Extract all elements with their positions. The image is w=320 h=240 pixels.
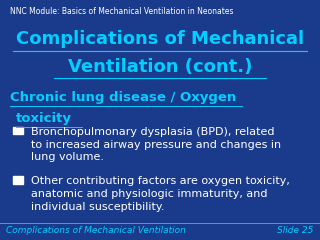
FancyBboxPatch shape: [13, 127, 23, 134]
Text: Other contributing factors are oxygen toxicity,
anatomic and physiologic immatur: Other contributing factors are oxygen to…: [31, 176, 290, 211]
Text: Bronchopulmonary dysplasia (BPD), related
to increased airway pressure and chang: Bronchopulmonary dysplasia (BPD), relate…: [31, 127, 282, 162]
Text: Ventilation (cont.): Ventilation (cont.): [68, 58, 252, 76]
FancyBboxPatch shape: [13, 176, 23, 184]
Text: toxicity: toxicity: [16, 112, 72, 125]
Text: Complications of Mechanical: Complications of Mechanical: [16, 30, 304, 48]
Text: NNC Module: Basics of Mechanical Ventilation in Neonates: NNC Module: Basics of Mechanical Ventila…: [10, 7, 233, 16]
Text: Complications of Mechanical Ventilation: Complications of Mechanical Ventilation: [6, 226, 186, 235]
Text: Slide 25: Slide 25: [277, 226, 314, 235]
Text: Chronic lung disease / Oxygen: Chronic lung disease / Oxygen: [10, 91, 236, 104]
